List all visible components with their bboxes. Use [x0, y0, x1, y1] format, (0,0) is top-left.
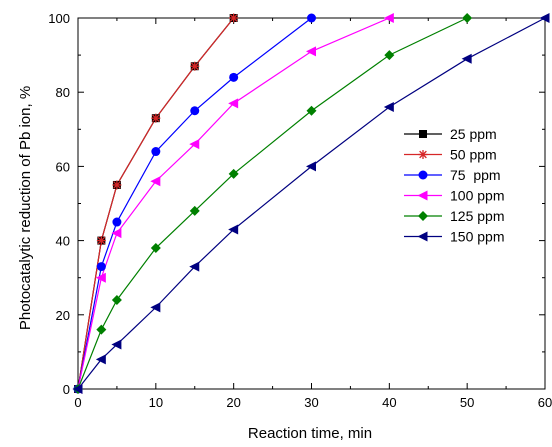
y-tick-label: 0: [63, 382, 70, 397]
series-3-point: [189, 139, 200, 150]
asterisk-stroke: [190, 62, 199, 71]
series-1-point: [151, 113, 161, 123]
legend-marker-4: [418, 211, 428, 221]
legend-marker-0: [419, 130, 427, 138]
series-3-point: [150, 176, 161, 187]
legend-marker-2: [418, 170, 428, 180]
series-3-point: [228, 98, 239, 109]
legend-label: 25 ppm: [450, 126, 497, 142]
series-4-point: [189, 205, 200, 216]
series-4-point: [150, 243, 161, 254]
x-tick-label: 30: [304, 395, 318, 410]
series-5-point: [306, 161, 316, 172]
series-5-point: [539, 13, 550, 23]
asterisk-stroke: [97, 236, 106, 245]
legend: 25 ppm 50 ppm 75 ppm 100 ppm 125 ppm 150 ppm: [404, 126, 504, 245]
series-5-point: [189, 261, 200, 272]
series-1-point: [229, 13, 239, 23]
series-5-point: [150, 302, 161, 313]
series-line-3: [77, 17, 390, 390]
series-1-point: [112, 180, 122, 190]
legend-marker-5: [417, 231, 428, 242]
legend-marker-1: [418, 150, 428, 159]
legend-label: 100 ppm: [450, 188, 504, 204]
series-3-point: [383, 13, 394, 23]
legend-label: 75 ppm: [450, 167, 501, 183]
x-tick-label: 40: [382, 395, 396, 410]
legend-label: 150 ppm: [450, 229, 504, 245]
series-5-point: [461, 53, 472, 64]
x-tick-label: 60: [538, 395, 552, 410]
y-tick-label: 60: [56, 159, 70, 174]
x-tick-label: 20: [226, 395, 240, 410]
y-tick-label: 20: [56, 308, 70, 323]
asterisk-stroke: [229, 14, 238, 22]
asterisk-stroke: [151, 114, 160, 123]
series-2-point: [112, 217, 122, 227]
series-3-point: [306, 46, 316, 57]
series-5-point: [228, 224, 239, 235]
series-4-point: [228, 168, 239, 179]
legend-label: 50 ppm: [450, 147, 497, 163]
legend-label: 125 ppm: [450, 208, 504, 224]
series-line-2: [77, 17, 312, 390]
series-3-point: [95, 272, 106, 283]
series-4-point: [111, 294, 122, 305]
asterisk-stroke: [419, 150, 427, 159]
y-axis-label: Photocatalytic reduction of Pb ion, %: [17, 86, 34, 330]
series-5-point: [72, 384, 83, 394]
series-2-point: [307, 13, 316, 23]
series-4-point: [306, 105, 317, 116]
series-2-point: [229, 72, 239, 82]
series-2-point: [190, 106, 200, 116]
series-5-point: [111, 339, 122, 350]
x-tick-label: 50: [460, 395, 474, 410]
y-tick-label: 100: [48, 11, 70, 26]
series-2-point: [151, 147, 161, 157]
legend-marker-3: [417, 190, 428, 201]
x-tick-label: 10: [149, 395, 163, 410]
series-1-point: [96, 236, 106, 246]
asterisk-stroke: [113, 181, 121, 189]
series-4-point: [384, 50, 395, 61]
series-3-point: [111, 228, 122, 239]
series-line-4: [77, 17, 468, 390]
series-1-point: [190, 61, 200, 71]
y-tick-label: 80: [56, 85, 70, 100]
series-line-5: [77, 17, 546, 390]
x-tick-label: 0: [74, 395, 81, 410]
series-5-point: [95, 354, 106, 365]
series-5-point: [383, 102, 394, 113]
x-axis-label: Reaction time, min: [248, 425, 372, 442]
plot-frame: [77, 17, 546, 390]
series-4-point: [96, 324, 107, 335]
series-4-point: [462, 13, 473, 23]
y-tick-label: 40: [56, 234, 70, 249]
series-2-point: [96, 262, 106, 272]
plot-area: 0 10 20 30 40 50 60 0 20 40 60 80 100: [48, 11, 552, 410]
